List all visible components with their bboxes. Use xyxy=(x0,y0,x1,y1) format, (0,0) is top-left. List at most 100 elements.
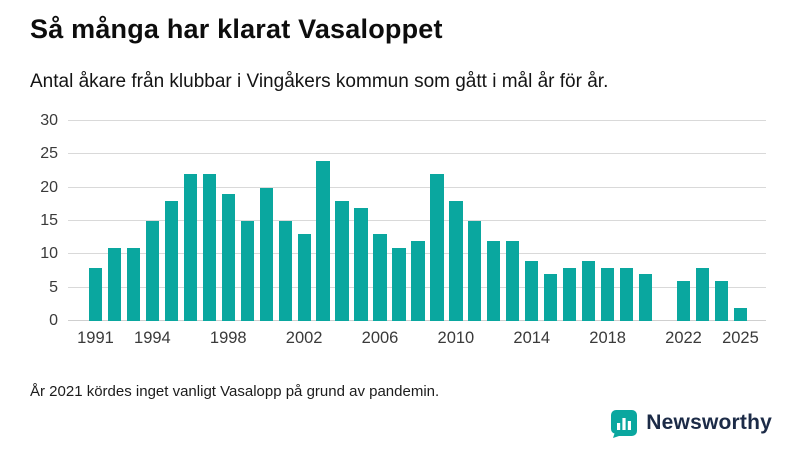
x-tick-label: 1991 xyxy=(77,329,114,347)
bar xyxy=(183,174,197,321)
bar-slot xyxy=(333,121,352,321)
bar-slot xyxy=(579,121,598,321)
bar-slot xyxy=(636,121,655,321)
bar xyxy=(619,267,634,321)
bar xyxy=(297,234,311,321)
bar-slot xyxy=(105,121,124,321)
brand-logo: Newsworthy xyxy=(609,408,772,438)
y-tick-label: 20 xyxy=(40,178,58,196)
bar-slot xyxy=(484,121,503,321)
bar-slot: 2022 xyxy=(665,121,702,347)
bar xyxy=(733,307,748,321)
x-tick-label: 1994 xyxy=(134,329,171,347)
bar xyxy=(563,267,577,321)
bar xyxy=(259,187,273,321)
bar-slot xyxy=(314,121,333,321)
y-tick-label: 10 xyxy=(40,245,58,263)
bar-slot: 2010 xyxy=(438,121,474,347)
page-subtitle: Antal åkare från klubbar i Vingåkers kom… xyxy=(30,71,609,92)
bar xyxy=(487,241,501,321)
bar xyxy=(714,281,729,321)
x-tick-label: 1998 xyxy=(209,329,247,347)
bar xyxy=(411,241,425,321)
bar xyxy=(468,221,482,321)
y-tick-label: 25 xyxy=(40,145,58,163)
brand-name: Newsworthy xyxy=(646,411,772,434)
bar-slot: 2018 xyxy=(589,121,626,347)
y-tick-label: 15 xyxy=(40,212,58,229)
y-axis: 0 5 10 15 20 25 30 xyxy=(30,112,68,329)
bar xyxy=(335,201,349,321)
bar-slot xyxy=(390,121,409,321)
bar xyxy=(430,174,444,321)
bar-slot: 2006 xyxy=(362,121,398,347)
bar-slot xyxy=(257,121,276,321)
bar-slot xyxy=(408,121,427,321)
bar-slot xyxy=(162,121,181,321)
bar xyxy=(221,194,235,321)
bar-slot xyxy=(238,121,257,321)
bar xyxy=(354,207,368,321)
bar xyxy=(202,174,216,321)
bar xyxy=(544,274,558,321)
bar xyxy=(506,241,520,321)
gridline xyxy=(68,220,766,221)
bar-chart-icon xyxy=(609,408,639,438)
gridline xyxy=(68,153,766,155)
bar-slot xyxy=(181,121,200,321)
bar-slot: 1998 xyxy=(210,121,247,347)
bar-slot: 1991 xyxy=(77,121,114,347)
x-tick-label: 2022 xyxy=(665,329,702,347)
bars: 1991 1994 1998 2002 2006 2010 2014 2018 2022 2025 xyxy=(77,121,759,347)
bar xyxy=(392,247,406,321)
plot-area: 1991 1994 1998 2002 2006 2010 2014 2018 2022 2025 xyxy=(68,120,766,347)
bar-slot xyxy=(465,121,484,321)
bar xyxy=(601,267,615,321)
bar-slot: 2002 xyxy=(286,121,323,347)
bar xyxy=(525,261,539,321)
x-tick-label: 2006 xyxy=(361,329,399,347)
gridline xyxy=(68,186,766,188)
bar xyxy=(695,267,710,321)
gridline xyxy=(68,120,766,121)
bar-slot: 2014 xyxy=(513,121,550,347)
bar xyxy=(676,281,691,321)
y-tick-label: 0 xyxy=(49,312,58,329)
bar xyxy=(582,261,596,321)
bar-slot: 2025 xyxy=(722,121,759,347)
bar xyxy=(316,161,330,321)
x-tick-label: 2025 xyxy=(722,329,759,347)
bar-slot xyxy=(693,121,712,321)
bar xyxy=(449,201,463,321)
bar xyxy=(240,221,254,321)
bar-slot xyxy=(352,121,371,321)
footnote: År 2021 kördes inget vanligt Vasalopp på… xyxy=(30,383,440,400)
x-tick-label: 2018 xyxy=(589,329,626,347)
bar-slot xyxy=(655,121,674,321)
bar xyxy=(638,274,653,321)
y-tick-label: 30 xyxy=(40,112,58,129)
bar xyxy=(126,247,141,321)
bar xyxy=(107,247,122,321)
bar xyxy=(373,234,387,321)
bar-slot xyxy=(427,121,446,321)
bar-slot xyxy=(124,121,143,321)
bar-chart: 0 5 10 15 20 25 30 1991 1994 1998 2002 2006 2010 201… xyxy=(30,112,766,347)
bar-slot xyxy=(560,121,579,321)
bar-slot xyxy=(503,121,522,321)
page-title: Så många har klarat Vasaloppet xyxy=(30,14,443,44)
x-tick-label: 2010 xyxy=(437,329,475,347)
bar-slot xyxy=(541,121,560,321)
x-tick-label: 2014 xyxy=(513,329,551,347)
bar xyxy=(164,201,178,321)
bar-slot xyxy=(617,121,636,321)
bar-slot xyxy=(712,121,731,321)
bar xyxy=(88,267,103,321)
bar-slot: 1994 xyxy=(134,121,171,347)
bar-slot xyxy=(276,121,295,321)
bar xyxy=(145,221,160,321)
x-tick-label: 2002 xyxy=(285,329,323,347)
bar-slot xyxy=(200,121,219,321)
bar xyxy=(278,221,292,321)
